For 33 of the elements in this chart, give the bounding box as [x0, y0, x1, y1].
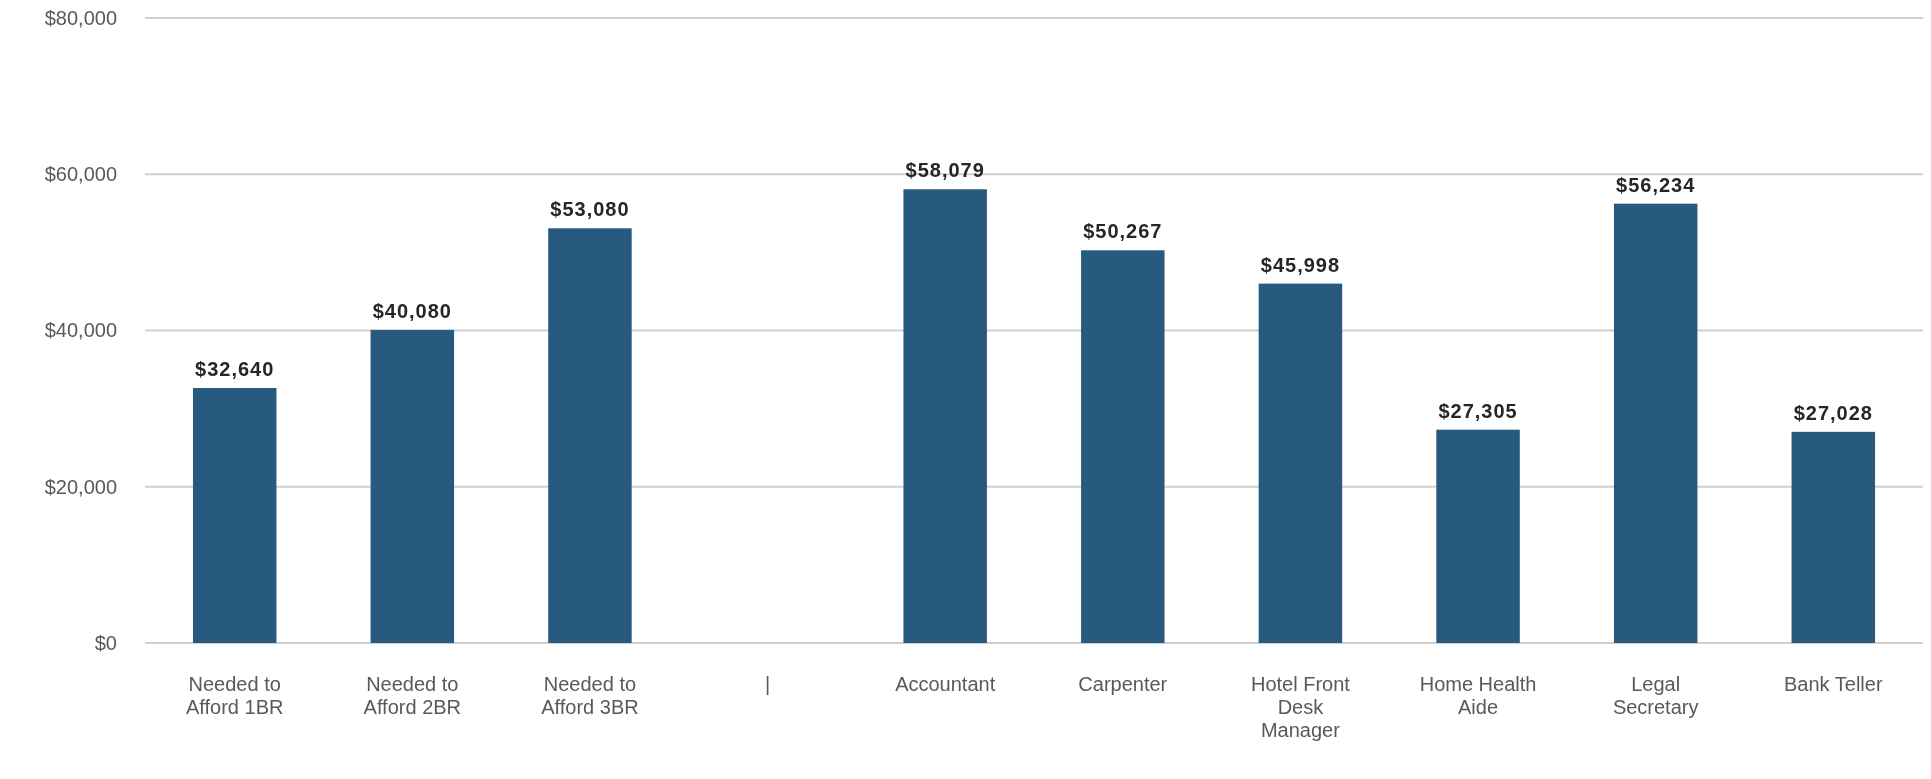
data-label: $45,998: [1260, 253, 1341, 276]
data-label: $27,305: [1438, 399, 1518, 422]
x-tick-label: Bank Teller: [1784, 673, 1883, 695]
bar: [192, 388, 277, 643]
bar: [370, 329, 455, 643]
x-tick-label: Hotel Front Desk Manager: [1250, 673, 1351, 741]
data-label: $32,640: [195, 358, 275, 380]
data-label: $56,234: [1616, 173, 1696, 196]
bar: [548, 228, 632, 643]
bar: [1613, 203, 1698, 643]
data-label: $58,079: [905, 159, 985, 182]
x-tick-label: Accountant: [895, 673, 996, 695]
bar: [1436, 429, 1520, 643]
y-tick-label: $20,000: [44, 475, 117, 498]
y-tick-label: $60,000: [44, 163, 117, 186]
x-tick-label: Needed to Afford 1BR: [185, 673, 284, 718]
bar: [1791, 431, 1876, 643]
bar: [1081, 250, 1165, 643]
data-label: $53,080: [550, 198, 630, 221]
y-tick-label: $80,000: [44, 6, 117, 29]
x-tick-label: Legal Secretary: [1612, 673, 1699, 718]
data-label: $40,080: [372, 299, 452, 322]
x-tick-label: Carpenter: [1078, 673, 1168, 695]
x-tick-label: Needed to Afford 3BR: [541, 673, 639, 718]
y-tick-label: $0: [94, 631, 117, 654]
x-tick-label: Needed to Afford 2BR: [363, 673, 462, 718]
y-tick-label: $40,000: [44, 319, 117, 342]
data-label: $27,028: [1793, 401, 1873, 424]
x-tick-label: Home Health Aide: [1419, 673, 1537, 718]
bar: [1258, 283, 1343, 643]
x-tick-label: |: [764, 673, 771, 695]
data-label: $50,267: [1083, 220, 1163, 243]
bar: [903, 189, 987, 643]
